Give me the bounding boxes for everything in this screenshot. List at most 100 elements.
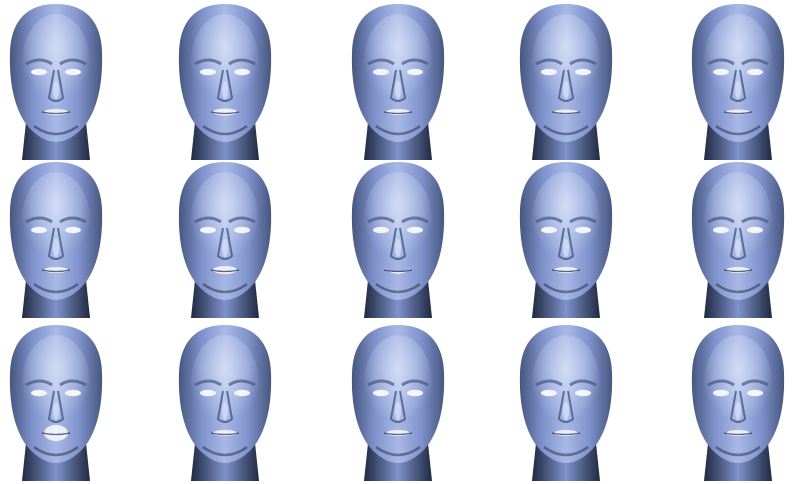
eye-right xyxy=(575,226,591,234)
brow-right xyxy=(569,58,597,66)
lip-line xyxy=(551,111,581,115)
head-highlight xyxy=(22,172,90,268)
head-highlight xyxy=(364,172,432,268)
eye-right xyxy=(575,68,591,76)
brow-right xyxy=(741,58,769,66)
face-render xyxy=(178,325,272,481)
chin-shadow xyxy=(202,124,248,136)
nose xyxy=(216,69,234,102)
eye-left xyxy=(31,226,47,234)
nose xyxy=(389,69,407,102)
lip-line xyxy=(210,111,240,115)
brow-left xyxy=(535,216,563,224)
nose xyxy=(216,227,234,260)
face-render xyxy=(178,162,272,318)
nose-highlight xyxy=(395,239,401,257)
nose-highlight xyxy=(735,81,741,99)
brow-left xyxy=(25,216,53,224)
eye-left xyxy=(713,68,729,76)
face-scan-r2c2 xyxy=(165,160,285,320)
brow-right xyxy=(59,216,87,224)
nose-highlight xyxy=(563,402,569,420)
nose xyxy=(557,69,575,102)
brow-right xyxy=(569,216,597,224)
nose xyxy=(729,227,747,260)
eye-left xyxy=(200,226,216,234)
eye-right xyxy=(65,389,81,397)
nose-highlight xyxy=(53,402,59,420)
chin-shadow xyxy=(375,445,421,457)
eye-right xyxy=(234,389,250,397)
eye-left xyxy=(31,389,47,397)
eye-right xyxy=(407,226,423,234)
nose xyxy=(389,227,407,260)
brow-right xyxy=(401,58,429,66)
nose-highlight xyxy=(395,402,401,420)
eye-left xyxy=(373,389,389,397)
nose-highlight xyxy=(53,81,59,99)
face-scan-r1c3 xyxy=(338,2,458,162)
face-scan-r1c1 xyxy=(0,2,116,162)
nose xyxy=(557,227,575,260)
eye-right xyxy=(747,389,763,397)
eye-right xyxy=(747,68,763,76)
head-highlight xyxy=(22,335,90,431)
lip-line xyxy=(723,432,753,436)
brow-left xyxy=(194,58,222,66)
face-scan-r3c2 xyxy=(165,323,285,483)
brow-left xyxy=(367,216,395,224)
eye-right xyxy=(65,226,81,234)
brow-left xyxy=(367,379,395,387)
face-render xyxy=(351,4,445,160)
head-highlight xyxy=(364,335,432,431)
eye-left xyxy=(200,68,216,76)
face-scan-r3c3 xyxy=(338,323,458,483)
chin-shadow xyxy=(543,124,589,136)
chin-shadow xyxy=(715,445,761,457)
eye-left xyxy=(541,68,557,76)
nose xyxy=(47,390,65,423)
nose-highlight xyxy=(395,81,401,99)
brow-left xyxy=(707,58,735,66)
lip-line xyxy=(383,432,413,436)
chin-shadow xyxy=(375,282,421,294)
face-render xyxy=(519,4,613,160)
eye-right xyxy=(234,226,250,234)
lip-line xyxy=(41,432,71,436)
face-render xyxy=(9,162,103,318)
face-render xyxy=(519,162,613,318)
lip-line xyxy=(41,111,71,115)
face-scan-r2c5 xyxy=(678,160,798,320)
nose-highlight xyxy=(222,402,228,420)
brow-left xyxy=(535,58,563,66)
eye-right xyxy=(407,389,423,397)
chin-shadow xyxy=(715,282,761,294)
chin-shadow xyxy=(33,282,79,294)
head-highlight xyxy=(532,335,600,431)
lip-line xyxy=(551,269,581,273)
nose xyxy=(47,69,65,102)
head-highlight xyxy=(191,335,259,431)
eye-left xyxy=(200,389,216,397)
brow-right xyxy=(569,379,597,387)
chin-shadow xyxy=(33,124,79,136)
lip-line xyxy=(41,269,71,273)
face-render xyxy=(9,4,103,160)
nose-highlight xyxy=(735,402,741,420)
mouth xyxy=(213,108,237,116)
nose xyxy=(47,227,65,260)
head-highlight xyxy=(532,172,600,268)
nose xyxy=(389,390,407,423)
chin-shadow xyxy=(543,282,589,294)
chin-shadow xyxy=(375,124,421,136)
mouth xyxy=(44,425,68,441)
head-highlight xyxy=(191,14,259,110)
face-render xyxy=(691,4,785,160)
nose-highlight xyxy=(222,239,228,257)
brow-left xyxy=(25,379,53,387)
eye-right xyxy=(65,68,81,76)
lip-line xyxy=(383,111,413,115)
brow-right xyxy=(59,58,87,66)
head-highlight xyxy=(191,172,259,268)
brow-left xyxy=(707,379,735,387)
